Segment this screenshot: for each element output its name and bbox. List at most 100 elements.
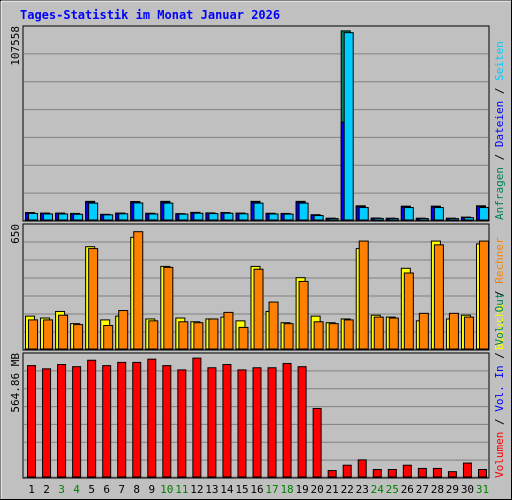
bar-pages-day-3 [58,213,69,221]
legend-volume: Volumen [493,432,506,478]
bar-volume-day-23 [357,459,367,478]
bar-volume-day-18 [282,362,292,478]
bar-volume-day-28 [432,467,442,478]
bar-pages-day-4 [73,213,84,221]
bar-volume-day-30 [462,462,472,478]
legend-separator: / [493,81,506,101]
bar-volume-day-11 [177,369,187,478]
bar-volume-day-20 [312,407,322,478]
legend-separator: / [493,147,506,167]
top-panel-frame [22,25,490,222]
bar-pages-day-7 [118,213,129,221]
bar-pages-day-26 [403,207,414,221]
bar-sites-day-7 [118,310,129,350]
day-label-28: 28 [431,483,444,496]
bar-sites-day-20 [313,321,324,350]
bar-sites-day-19 [298,280,309,350]
day-label-25: 25 [386,483,399,496]
legend-visits: Besuche [493,304,506,350]
bar-volume-day-1 [27,365,37,478]
bar-volume-day-21 [327,470,337,478]
day-label-22: 22 [341,483,354,496]
bar-sites-day-1 [28,319,39,350]
bottom-legend-labels: Volumen / Vol. In / Vol. Out [493,293,506,478]
legend-vol_out: Vol. Out [493,293,506,346]
middle-legend-labels: Besuche / Rechner [493,237,506,350]
bar-pages-day-6 [103,214,114,221]
day-label-4: 4 [73,483,80,496]
bar-volume-day-5 [87,359,97,478]
bar-sites-day-28 [433,244,444,350]
legend-vol_in: Vol. In [493,365,506,411]
bar-sites-day-16 [253,268,264,350]
bar-volume-day-25 [387,469,397,478]
bar-sites-day-30 [463,316,474,350]
bar-volume-day-10 [162,365,172,478]
day-label-18: 18 [280,483,293,496]
day-label-17: 17 [265,483,278,496]
bar-sites-day-2 [43,319,54,350]
day-label-12: 12 [190,483,203,496]
day-label-16: 16 [250,483,263,496]
day-label-1: 1 [28,483,35,496]
legend-separator: / [493,284,506,304]
bar-sites-day-22 [343,319,354,350]
chart-title: Tages-Statistik im Monat Januar 2026 [20,8,280,22]
bar-pages-day-21 [328,218,339,221]
bar-volume-day-24 [372,469,382,478]
day-label-7: 7 [118,483,125,496]
bar-pages-day-5 [88,202,99,221]
bar-pages-day-22 [343,32,354,221]
legend-pages: Seiten [493,41,506,81]
bottom-scale-label: 564.86 MB [9,353,22,413]
day-label-31: 31 [476,483,489,496]
bar-pages-day-9 [148,213,159,221]
bar-sites-day-12 [193,322,204,350]
bar-sites-day-17 [268,301,279,350]
bar-sites-day-4 [73,324,84,350]
bar-volume-day-14 [222,364,232,478]
bar-volume-day-31 [477,469,487,478]
day-label-29: 29 [446,483,459,496]
day-label-14: 14 [220,483,234,496]
bar-sites-day-23 [358,240,369,350]
bar-volume-day-7 [117,361,127,478]
bar-pages-day-18 [283,213,294,221]
day-label-9: 9 [148,483,155,496]
bar-volume-day-6 [102,365,112,478]
day-label-27: 27 [416,483,429,496]
bar-sites-day-26 [403,272,414,350]
bar-volume-day-26 [402,464,412,478]
bar-volume-day-9 [147,358,157,478]
bar-pages-day-14 [223,212,234,221]
day-label-30: 30 [461,483,474,496]
day-label-3: 3 [58,483,65,496]
bar-pages-day-20 [313,215,324,221]
day-label-2: 2 [43,483,50,496]
day-label-15: 15 [235,483,248,496]
bar-pages-day-30 [463,217,474,221]
day-label-23: 23 [356,483,369,496]
bar-sites-day-13 [208,318,219,350]
bar-sites-day-24 [373,316,384,350]
middle-scale-label: 650 [9,224,22,244]
day-label-10: 10 [160,483,173,496]
bar-volume-day-27 [417,467,427,478]
bar-pages-day-1 [28,212,39,221]
bar-volume-day-29 [447,471,457,478]
day-label-26: 26 [401,483,414,496]
legend-separator: / [493,412,506,432]
top-scale-label: 107558 [9,26,22,66]
bar-pages-day-31 [478,207,489,221]
day-label-5: 5 [88,483,95,496]
bar-volume-day-16 [252,367,262,478]
bar-sites-day-27 [418,312,429,350]
bar-sites-day-15 [238,326,249,350]
bar-sites-day-25 [388,317,399,350]
legend-sites: Rechner [493,237,506,284]
bar-volume-day-8 [132,361,142,478]
bar-sites-day-8 [133,231,144,350]
bar-pages-day-16 [253,202,264,221]
bar-pages-day-8 [133,202,144,221]
